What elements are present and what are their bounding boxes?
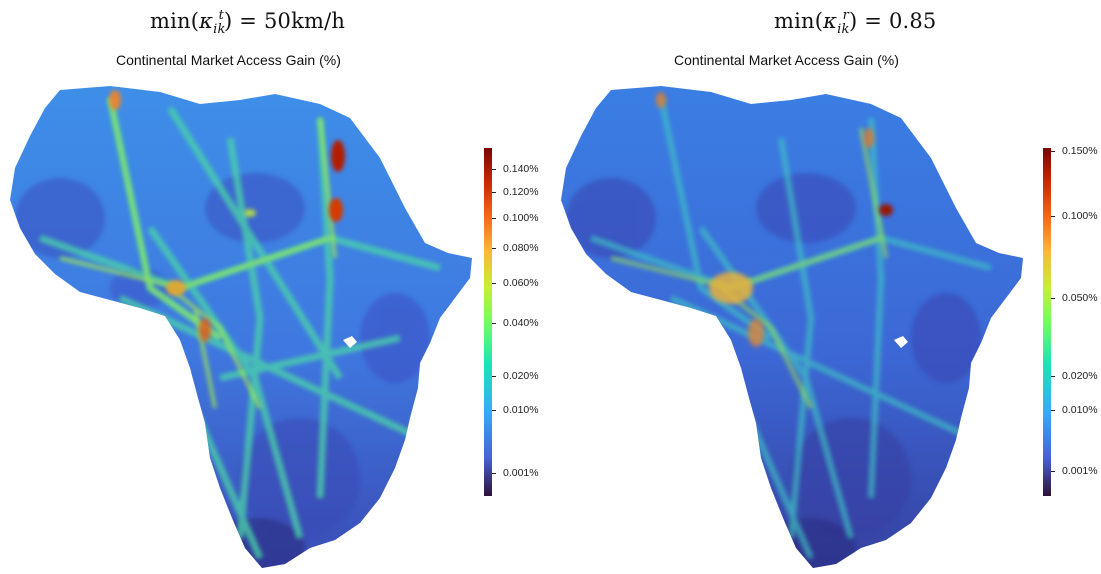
formula-prefix: min( (774, 9, 824, 33)
map-panel-road-quality: min(κikr) = 0.85 Continental Market Acce… (551, 0, 1101, 574)
map-panel-travel-speed: min(κikt) = 50km/h Continental Market Ac… (0, 0, 550, 574)
panel-formula-title: min(κikr) = 0.85 (774, 8, 937, 37)
legend-tick: 0.001% (492, 467, 562, 481)
legend-tick: 0.040% (492, 317, 562, 331)
legend-tick: 0.050% (1051, 292, 1101, 306)
africa-map (561, 86, 1023, 568)
formula-kappa: κ (823, 9, 838, 33)
legend-tick: 0.010% (492, 404, 562, 418)
formula-suffix: ) = 0.85 (849, 9, 937, 33)
legend-tick: 0.150% (1051, 145, 1101, 159)
colorbar-gradient (484, 148, 492, 496)
legend-tick: 0.100% (1051, 210, 1101, 224)
panel-formula-title: min(κikt) = 50km/h (150, 8, 345, 37)
legend-tick: 0.140% (492, 163, 562, 177)
legend-tick: 0.080% (492, 242, 562, 256)
formula-prefix: min( (150, 9, 200, 33)
lake-hole (894, 336, 908, 348)
formula-subscript: ik (837, 22, 850, 37)
africa-map (10, 86, 472, 568)
legend-tick: 0.010% (1051, 404, 1101, 418)
formula-suffix: ) = 50km/h (224, 9, 346, 33)
formula-kappa: κ (199, 9, 214, 33)
formula-superscript: r (842, 8, 849, 23)
map-title: Continental Market Access Gain (%) (674, 52, 899, 68)
legend-tick: 0.060% (492, 277, 562, 291)
legend-tick: 0.020% (492, 370, 562, 384)
legend-tick: 0.020% (1051, 370, 1101, 384)
legend-tick: 0.001% (1051, 465, 1101, 479)
color-legend: 0.140% 0.120% 0.100% 0.080% 0.060% 0.040… (484, 148, 539, 496)
legend-tick: 0.100% (492, 212, 562, 226)
africa-continent (561, 86, 1023, 568)
color-legend: 0.150% 0.100% 0.050% 0.020% 0.010% 0.001… (1043, 145, 1098, 496)
map-title: Continental Market Access Gain (%) (116, 52, 341, 68)
lake-hole (343, 336, 357, 348)
africa-continent (10, 86, 472, 568)
colorbar-gradient (1043, 148, 1051, 496)
legend-tick: 0.120% (492, 186, 562, 200)
formula-superscript: t (218, 8, 225, 23)
formula-subscript: ik (213, 22, 226, 37)
